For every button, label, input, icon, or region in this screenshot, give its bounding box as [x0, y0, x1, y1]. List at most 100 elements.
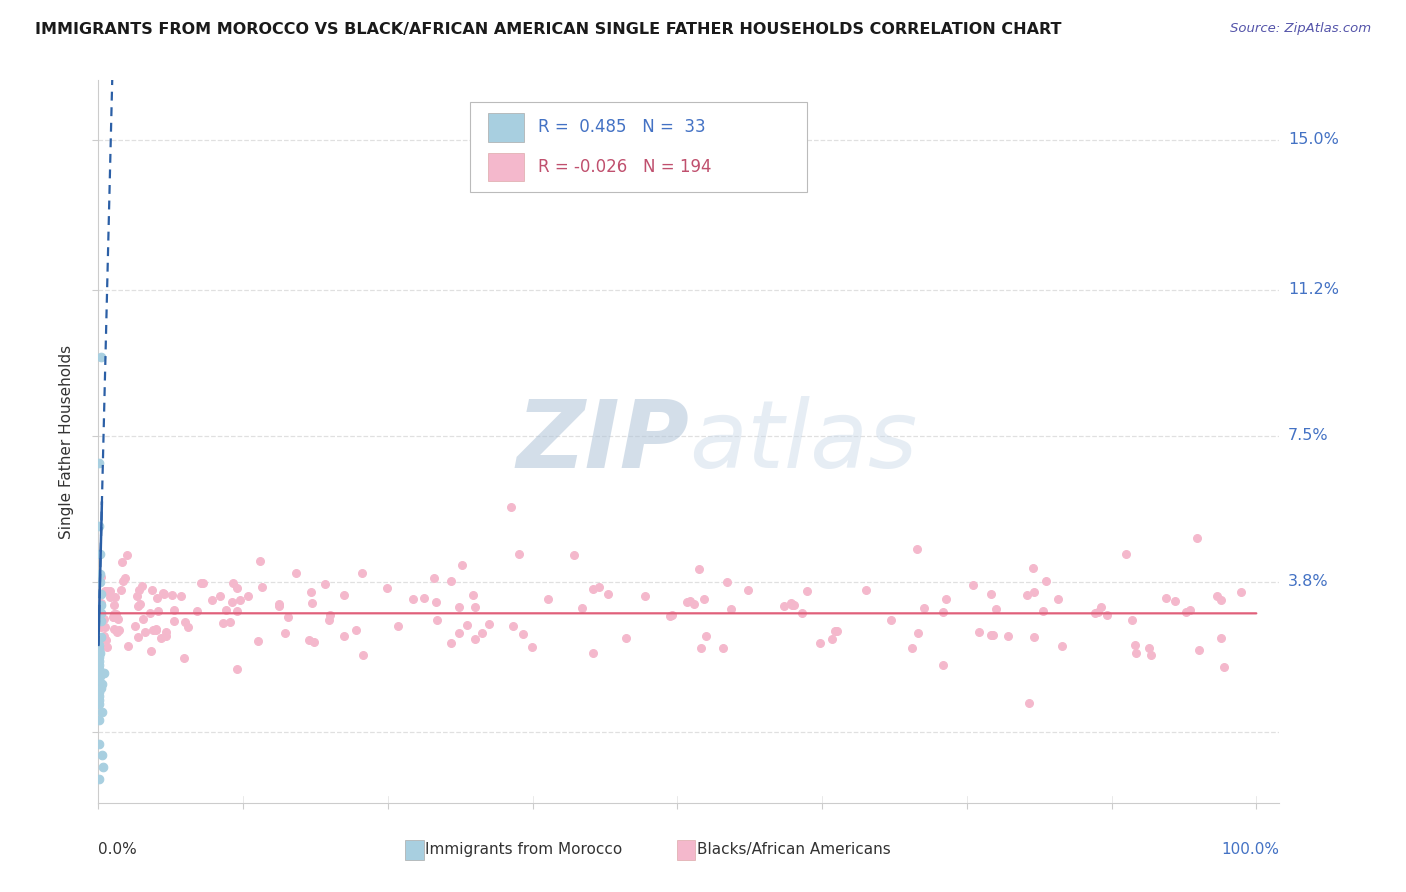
Point: [267, 597, 290, 611]
Point: [634, 589, 657, 603]
Point: [1052, 640, 1074, 654]
Point: [221, 576, 243, 591]
Point: [676, 595, 699, 609]
Point: [1123, 638, 1146, 652]
Point: [96, 633, 118, 648]
Point: [449, 600, 471, 615]
Point: [969, 624, 991, 639]
Point: [149, 631, 172, 645]
Point: [1024, 630, 1046, 644]
Point: [661, 608, 683, 623]
Point: [87, 772, 110, 786]
Point: [692, 592, 714, 607]
Point: [89, 566, 111, 581]
Point: [87, 689, 110, 703]
Point: [333, 629, 356, 643]
Point: [716, 574, 738, 589]
Point: [932, 605, 955, 619]
Point: [688, 562, 710, 576]
Bar: [678, 839, 696, 860]
Point: [145, 591, 167, 606]
Point: [94, 620, 117, 634]
Point: [87, 519, 110, 533]
Point: [225, 582, 247, 596]
Point: [679, 593, 702, 607]
Point: [1180, 603, 1202, 617]
Point: [111, 574, 134, 589]
Point: [821, 632, 844, 646]
Point: [773, 599, 796, 613]
Point: [375, 581, 398, 595]
Point: [508, 547, 530, 561]
Point: [96, 640, 118, 654]
Point: [236, 589, 259, 603]
Point: [155, 629, 177, 643]
Point: [440, 636, 463, 650]
Point: [796, 583, 818, 598]
Point: [1188, 643, 1211, 657]
Point: [1154, 591, 1177, 605]
Point: [155, 625, 177, 640]
Point: [352, 648, 374, 663]
Point: [90, 350, 112, 364]
Text: Immigrants from Morocco: Immigrants from Morocco: [426, 842, 623, 857]
Point: [200, 593, 222, 607]
Point: [173, 651, 195, 665]
Point: [90, 570, 112, 584]
Point: [104, 590, 127, 604]
Point: [790, 606, 813, 620]
Point: [711, 640, 734, 655]
Point: [935, 591, 957, 606]
Point: [997, 629, 1019, 643]
Text: 11.2%: 11.2%: [1288, 282, 1339, 297]
Point: [229, 593, 252, 607]
Point: [219, 615, 242, 630]
Point: [471, 626, 494, 640]
Point: [107, 612, 129, 626]
Point: [91, 760, 114, 774]
Point: [616, 631, 638, 645]
Point: [689, 640, 711, 655]
Point: [301, 596, 323, 610]
Point: [447, 626, 470, 640]
Point: [145, 623, 167, 637]
Point: [879, 613, 901, 627]
Point: [779, 596, 801, 610]
Point: [387, 618, 409, 632]
Point: [103, 607, 125, 621]
Text: 3.8%: 3.8%: [1288, 574, 1329, 590]
Point: [124, 619, 146, 633]
Point: [502, 619, 524, 633]
Point: [100, 583, 122, 598]
Point: [87, 649, 110, 664]
Point: [461, 588, 484, 602]
Text: 7.5%: 7.5%: [1288, 428, 1329, 443]
Point: [440, 574, 463, 589]
Point: [145, 622, 167, 636]
Point: [87, 638, 110, 652]
Text: R = -0.026   N = 194: R = -0.026 N = 194: [537, 158, 711, 176]
Point: [190, 576, 212, 591]
Point: [90, 620, 112, 634]
Point: [456, 618, 478, 632]
Point: [780, 598, 803, 612]
Point: [1087, 605, 1109, 619]
Point: [163, 614, 186, 628]
Point: [1212, 660, 1234, 674]
Point: [562, 548, 585, 562]
Point: [931, 657, 953, 672]
Point: [1121, 613, 1143, 627]
Point: [110, 583, 132, 598]
Point: [115, 549, 138, 563]
Point: [720, 601, 742, 615]
Point: [478, 617, 501, 632]
Point: [139, 606, 162, 620]
Point: [103, 610, 125, 624]
Point: [451, 558, 474, 572]
Point: [89, 574, 111, 589]
Point: [808, 636, 831, 650]
Bar: [488, 153, 523, 181]
Point: [464, 600, 486, 615]
Point: [127, 630, 149, 644]
Point: [1125, 646, 1147, 660]
